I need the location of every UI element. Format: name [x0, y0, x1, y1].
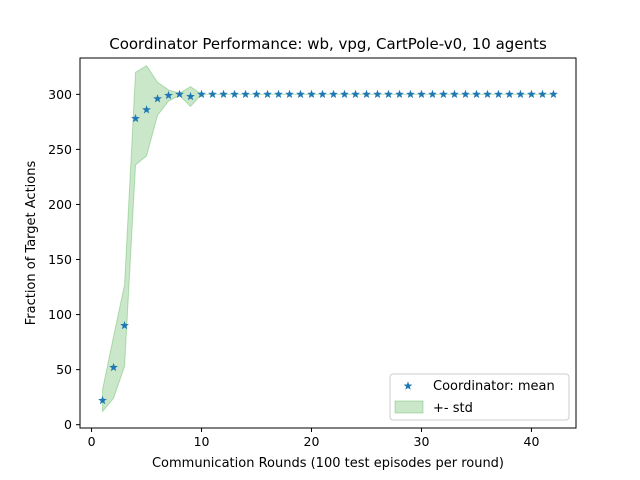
mean-marker-round-24	[351, 89, 360, 99]
mean-marker-round-20	[307, 89, 316, 99]
mean-marker-round-9	[186, 91, 195, 101]
mean-marker-round-18	[285, 89, 294, 99]
x-tick-label-40: 40	[524, 434, 540, 449]
mean-marker-round-31	[428, 89, 437, 99]
mean-marker-round-36	[483, 89, 492, 99]
mean-marker-round-6	[153, 94, 162, 103]
mean-marker-round-32	[439, 89, 448, 99]
legend-label-mean: Coordinator: mean	[433, 379, 555, 394]
mean-marker-round-12	[219, 89, 228, 99]
mean-marker-round-15	[252, 89, 261, 99]
y-tick-label-250: 250	[48, 142, 72, 157]
mean-marker-round-25	[362, 89, 371, 99]
mean-marker-round-41	[538, 89, 547, 99]
mean-marker-round-30	[417, 89, 426, 99]
mean-marker-round-2	[109, 362, 118, 372]
mean-marker-round-37	[494, 89, 503, 99]
y-tick-label-100: 100	[48, 307, 72, 322]
y-axis: 0 50 100 150 200 250 300	[48, 87, 80, 432]
x-tick-label-0: 0	[88, 434, 96, 449]
legend-star-marker	[403, 381, 413, 390]
legend: Coordinator: mean +- std	[389, 373, 570, 421]
x-tick-label-30: 30	[414, 434, 430, 449]
mean-marker-round-8	[175, 89, 184, 99]
legend-frame	[389, 373, 570, 421]
mean-marker-round-3	[120, 320, 129, 330]
axes-frame	[79, 57, 577, 429]
x-tick-label-20: 20	[304, 434, 320, 449]
mean-marker-round-17	[274, 89, 283, 99]
y-tick-label-200: 200	[48, 197, 72, 212]
mean-marker-round-28	[395, 89, 404, 99]
legend-label-std: +- std	[433, 401, 473, 416]
mean-marker-round-14	[241, 89, 250, 99]
mean-marker-round-1	[98, 395, 107, 405]
y-axis-label: Fraction of Target Actions	[24, 161, 39, 326]
mean-marker-round-38	[505, 89, 514, 99]
y-tick-label-0: 0	[64, 417, 72, 432]
mean-marker-round-39	[516, 89, 525, 99]
mean-marker-round-5	[142, 105, 151, 114]
mean-marker-round-23	[340, 89, 349, 99]
mean-marker-round-40	[527, 89, 536, 99]
mean-marker-round-13	[230, 89, 239, 99]
y-tick-label-150: 150	[48, 252, 72, 267]
mean-marker-round-7	[164, 90, 173, 100]
mean-marker-round-19	[296, 89, 305, 99]
mean-marker-round-42	[549, 89, 558, 99]
mean-marker-round-22	[329, 89, 338, 99]
x-tick-label-10: 10	[194, 434, 210, 449]
x-axis: 0 10 20 30 40	[88, 428, 540, 449]
plot-area	[98, 65, 558, 413]
y-tick-label-300: 300	[48, 87, 72, 102]
mean-marker-round-16	[263, 89, 272, 99]
legend-star	[403, 381, 413, 390]
mean-marker-round-35	[472, 89, 481, 99]
std-band	[102, 65, 554, 413]
x-axis-label: Communication Rounds (100 test episodes …	[152, 456, 504, 471]
mean-marker-round-26	[373, 89, 382, 99]
chart-title: Coordinator Performance: wb, vpg, CartPo…	[109, 35, 547, 53]
mean-markers	[98, 89, 558, 405]
mean-marker-round-10	[197, 89, 206, 99]
y-tick-label-50: 50	[56, 362, 72, 377]
mean-marker-round-29	[406, 89, 415, 99]
legend-band-swatch	[394, 400, 424, 414]
mean-marker-round-4	[131, 113, 140, 123]
mean-marker-round-27	[384, 89, 393, 99]
mean-marker-round-34	[461, 89, 470, 99]
mean-marker-round-33	[450, 89, 459, 99]
mean-marker-round-21	[318, 89, 327, 99]
mean-marker-round-11	[208, 89, 217, 99]
